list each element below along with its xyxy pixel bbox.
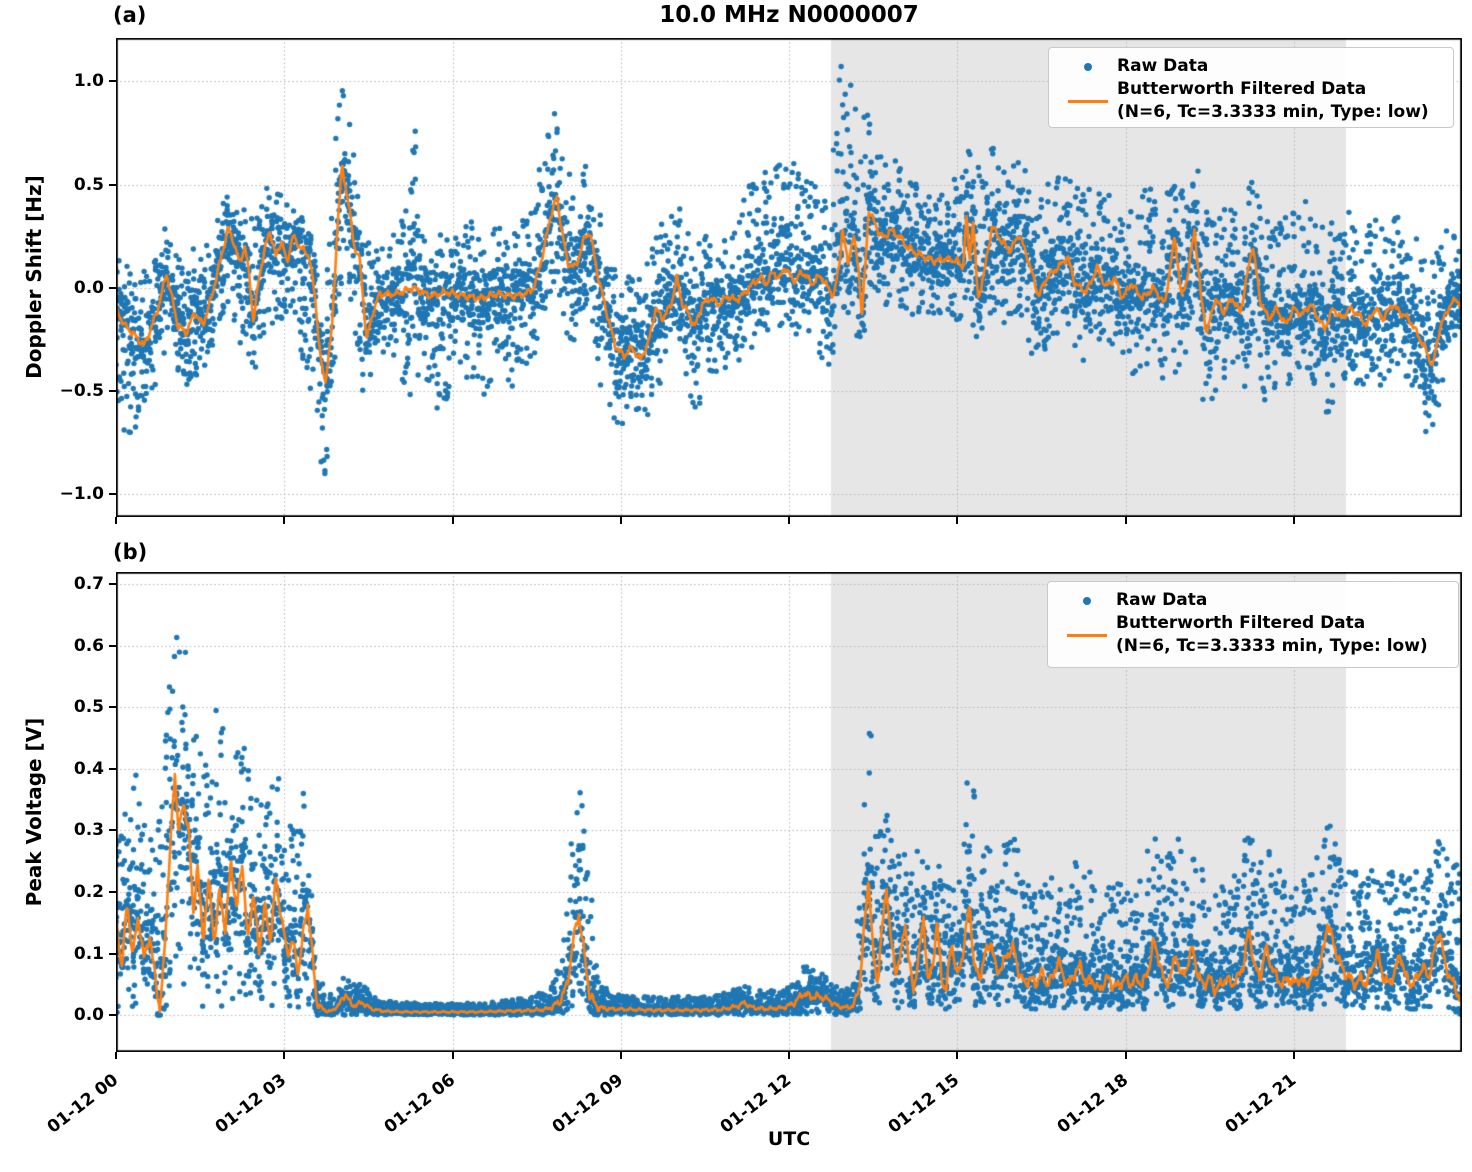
y-tick-mark xyxy=(109,952,116,955)
x-tick-mark xyxy=(451,517,454,524)
y-tick-label: 0.5 xyxy=(73,174,104,195)
panel-b-label: (b) xyxy=(113,540,148,564)
y-tick-label: 0.0 xyxy=(73,277,104,298)
legend-filtered-label: Butterworth Filtered Data xyxy=(1117,79,1367,99)
x-tick-label: 01-12 06 xyxy=(380,1070,459,1138)
y-tick-mark xyxy=(109,583,116,586)
y-tick-mark xyxy=(109,706,116,709)
y-tick-mark xyxy=(109,891,116,893)
x-tick-mark xyxy=(115,517,117,524)
x-tick-mark xyxy=(788,517,790,524)
y-tick-mark xyxy=(109,829,116,832)
x-tick-mark xyxy=(283,1052,286,1059)
y-tick-mark xyxy=(109,1014,116,1017)
legend-a: Raw Data Butterworth Filtered Data (N=6,… xyxy=(1048,47,1454,128)
x-tick-mark xyxy=(956,517,959,524)
y-tick-label: 0.0 xyxy=(73,1005,104,1026)
x-tick-label: 01-12 09 xyxy=(548,1070,627,1138)
x-tick-mark xyxy=(1124,1052,1127,1059)
x-tick-mark xyxy=(115,1052,117,1059)
y-tick-mark xyxy=(109,644,116,647)
y-tick-label: 0.7 xyxy=(73,574,104,595)
x-tick-label: 01-12 12 xyxy=(716,1070,796,1138)
raw-data-marker-icon xyxy=(1059,55,1117,78)
x-tick-label: 01-12 15 xyxy=(884,1070,964,1138)
x-tick-mark xyxy=(1292,1052,1295,1059)
y-tick-label: 0.4 xyxy=(73,758,104,779)
y-tick-label: −0.5 xyxy=(59,381,104,402)
x-tick-mark xyxy=(956,1052,959,1059)
x-tick-mark xyxy=(283,517,286,524)
legend-filtered-sublabel: (N=6, Tc=3.3333 min, Type: low) xyxy=(1117,102,1429,122)
filtered-line-marker-icon xyxy=(1058,612,1116,658)
chart-title: 10.0 MHz N0000007 xyxy=(659,2,919,28)
x-tick-mark xyxy=(1124,517,1127,524)
x-tick-label: 01-12 00 xyxy=(43,1070,123,1138)
y-tick-mark xyxy=(109,390,116,393)
y-tick-label: 0.2 xyxy=(73,882,104,902)
x-tick-mark xyxy=(619,1052,622,1059)
filtered-line-marker-icon xyxy=(1059,78,1117,124)
y-tick-mark xyxy=(109,80,116,83)
x-tick-mark xyxy=(451,1052,454,1059)
x-tick-label: 01-12 03 xyxy=(211,1070,291,1138)
x-tick-mark xyxy=(619,517,622,524)
y-tick-label: −1.0 xyxy=(59,484,104,505)
y-tick-mark xyxy=(109,493,116,496)
y-tick-label: 1.0 xyxy=(73,71,104,92)
x-tick-mark xyxy=(788,1052,790,1059)
x-tick-mark xyxy=(1292,517,1295,524)
legend-raw-label: Raw Data xyxy=(1116,590,1208,610)
legend-filtered-label: Butterworth Filtered Data xyxy=(1116,613,1366,633)
y-tick-mark xyxy=(109,183,116,186)
y-tick-label: 0.3 xyxy=(73,820,104,841)
legend-filtered-sublabel: (N=6, Tc=3.3333 min, Type: low) xyxy=(1116,636,1428,656)
x-tick-label: 01-12 18 xyxy=(1053,1070,1132,1138)
y-tick-label: 0.5 xyxy=(73,697,104,718)
y-tick-label: 0.1 xyxy=(73,943,104,964)
y-tick-mark xyxy=(109,286,116,289)
panel-a-label: (a) xyxy=(113,3,147,27)
legend-raw-label: Raw Data xyxy=(1117,56,1209,76)
y-tick-mark xyxy=(109,767,116,770)
x-tick-label: 01-12 21 xyxy=(1221,1070,1300,1138)
raw-data-marker-icon xyxy=(1058,589,1116,612)
y-tick-label: 0.6 xyxy=(73,635,104,656)
legend-b: Raw Data Butterworth Filtered Data (N=6,… xyxy=(1047,581,1459,668)
x-axis-label: UTC xyxy=(767,1128,811,1150)
